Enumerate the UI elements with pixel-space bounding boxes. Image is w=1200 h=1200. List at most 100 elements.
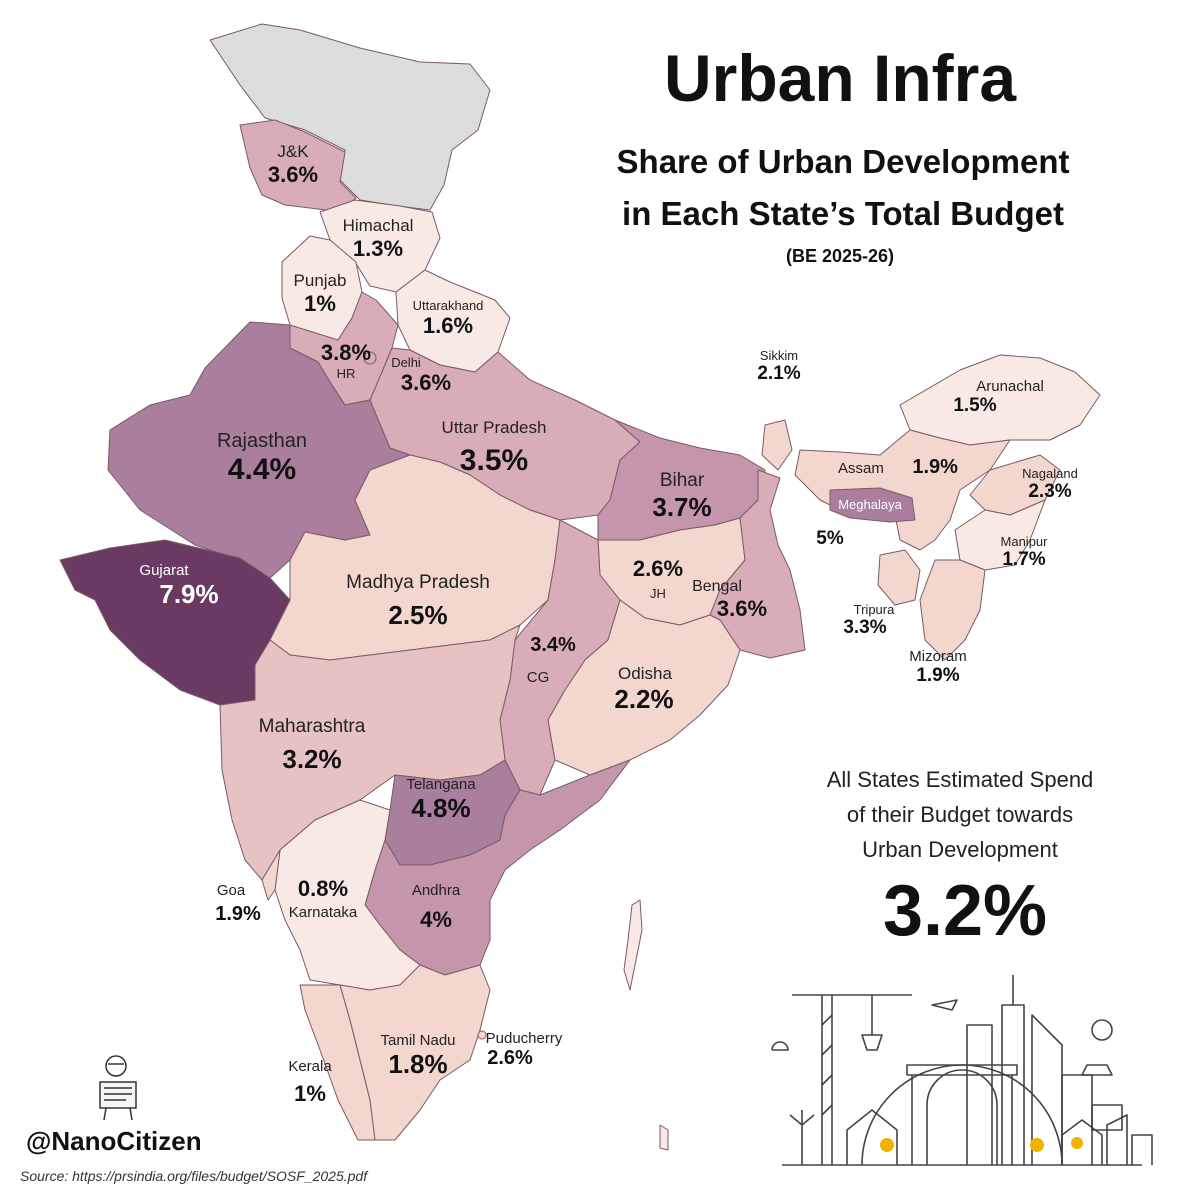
- label-karnataka: 0.8% Karnataka: [289, 876, 357, 921]
- state-value: 7.9%: [159, 579, 219, 609]
- mascot-head: [105, 1055, 127, 1077]
- label-tripura: Tripura 3.3%: [842, 602, 895, 639]
- state-name: Punjab: [293, 271, 347, 290]
- tree-icon: [1030, 1138, 1044, 1152]
- small-house-icon: [1061, 1119, 1103, 1165]
- newspaper-icon: [99, 1081, 137, 1109]
- region-bengal: [709, 469, 806, 659]
- newspaper-reader-mascot: [99, 1055, 137, 1121]
- wind-turbine-icon: [789, 1110, 815, 1165]
- subtitle-line-1: Share of Urban Development: [616, 143, 1070, 180]
- state-value: 4%: [420, 907, 452, 932]
- state-name: JH: [650, 586, 666, 601]
- state-name: Andhra: [411, 882, 461, 899]
- summary-line-2: of their Budget towards: [846, 802, 1074, 827]
- state-value: 4.8%: [411, 793, 471, 823]
- label-maharashtra: Maharashtra 3.2%: [259, 716, 366, 775]
- label-odisha: Odisha 2.2%: [614, 664, 674, 715]
- state-name: CG: [526, 669, 550, 686]
- region-meghalaya: [829, 487, 916, 523]
- state-name: Bihar: [659, 470, 705, 491]
- state-value: 3.5%: [459, 444, 529, 477]
- state-name: HR: [336, 366, 356, 381]
- label-tamil-nadu: Tamil Nadu 1.8%: [380, 1032, 455, 1080]
- tree-icon: [1071, 1137, 1083, 1149]
- label-jk: J&K 3.6%: [268, 142, 318, 188]
- region-manipur: [954, 499, 1046, 571]
- summary-line-3: Urban Development: [862, 837, 1058, 862]
- state-name: Arunachal: [976, 378, 1044, 395]
- state-value: 3.6%: [716, 596, 768, 621]
- label-bengal: Bengal 3.6%: [687, 578, 767, 622]
- page-title: Urban Infra: [663, 41, 1017, 115]
- state-value: 1.9%: [916, 665, 960, 686]
- label-himachal: Himachal 1.3%: [343, 216, 414, 262]
- state-value: 2.5%: [388, 600, 448, 630]
- state-name: Kerala: [288, 1058, 332, 1075]
- state-value: 1.9%: [215, 903, 261, 925]
- region-nicobar: [659, 1124, 669, 1151]
- region-tripura: [877, 549, 921, 606]
- state-name: Mizoram: [909, 648, 967, 665]
- label-nagaland: Nagaland 2.3%: [1022, 466, 1078, 503]
- state-value: 5%: [816, 528, 844, 549]
- label-mizoram: Mizoram 1.9%: [909, 648, 967, 687]
- label-telangana: Telangana 4.8%: [406, 776, 475, 824]
- state-name: Manipur: [1000, 534, 1048, 549]
- state-value: 3.8%: [320, 340, 372, 365]
- subtitle: Share of Urban Development in Each State…: [533, 136, 1153, 240]
- office-building-icon: [966, 1024, 993, 1165]
- state-name: Goa: [216, 882, 246, 899]
- newspaper-lines: [104, 1087, 132, 1101]
- state-value: 1.6%: [422, 313, 474, 338]
- state-name: J&K: [277, 142, 309, 161]
- crane-icon: [792, 994, 912, 1165]
- state-value: 2.2%: [614, 684, 674, 714]
- label-gujarat: Gujarat 7.9%: [131, 562, 218, 610]
- state-name: Assam: [838, 460, 884, 477]
- label-uttar-pradesh: Uttar Pradesh 3.5%: [442, 418, 547, 478]
- label-andhra: Andhra 4%: [412, 882, 460, 933]
- apartment-building-icon: [1061, 1074, 1093, 1165]
- state-value: 1%: [294, 1081, 326, 1106]
- city-skyline-illustration: [771, 975, 1153, 1166]
- state-name: Tamil Nadu: [380, 1032, 456, 1049]
- label-kerala: Kerala 1%: [288, 1058, 331, 1107]
- author-handle: @NanoCitizen: [26, 1126, 202, 1156]
- state-value: 3.4%: [530, 634, 576, 656]
- state-name: Puducherry: [485, 1030, 563, 1047]
- factory-icon: [1106, 1114, 1153, 1165]
- state-name: Tripura: [853, 602, 895, 617]
- tower-building-icon: [1001, 975, 1025, 1165]
- period-label: (BE 2025-26): [785, 246, 895, 266]
- state-name: Maharashtra: [258, 716, 366, 737]
- label-punjab: Punjab 1%: [294, 271, 347, 317]
- region-puducherry: [477, 1030, 487, 1040]
- state-value: 0.8%: [297, 876, 349, 901]
- label-sikkim: Sikkim 2.1%: [757, 348, 800, 385]
- house-icon: [846, 1109, 898, 1165]
- state-value: 3.7%: [652, 492, 712, 522]
- region-delhi: [363, 351, 377, 365]
- india-gate-icon: [906, 1064, 1018, 1165]
- region-ladakh: [209, 23, 491, 211]
- state-name: Bengal: [692, 578, 742, 595]
- region-karnataka: [274, 799, 421, 991]
- state-value: 3.3%: [843, 617, 887, 638]
- state-value: 2.1%: [757, 363, 801, 384]
- state-value: 1.3%: [352, 236, 404, 261]
- state-name: Uttarakhand: [412, 298, 484, 313]
- state-name: Sikkim: [759, 348, 799, 363]
- region-odisha: [547, 599, 741, 776]
- state-name: Nagaland: [1022, 466, 1078, 481]
- state-name: Odisha: [618, 664, 672, 683]
- label-jharkhand: 2.6% JH: [633, 556, 683, 601]
- state-name: Himachal: [342, 216, 414, 235]
- label-delhi: Delhi 3.6%: [391, 355, 451, 396]
- state-name: Meghalaya: [838, 497, 902, 512]
- tree-icon: [880, 1138, 894, 1152]
- region-andaman: [623, 899, 643, 991]
- summary-line-1: All States Estimated Spend: [826, 767, 1094, 792]
- state-value: 4.4%: [227, 453, 297, 486]
- state-value: 2.6%: [632, 556, 684, 581]
